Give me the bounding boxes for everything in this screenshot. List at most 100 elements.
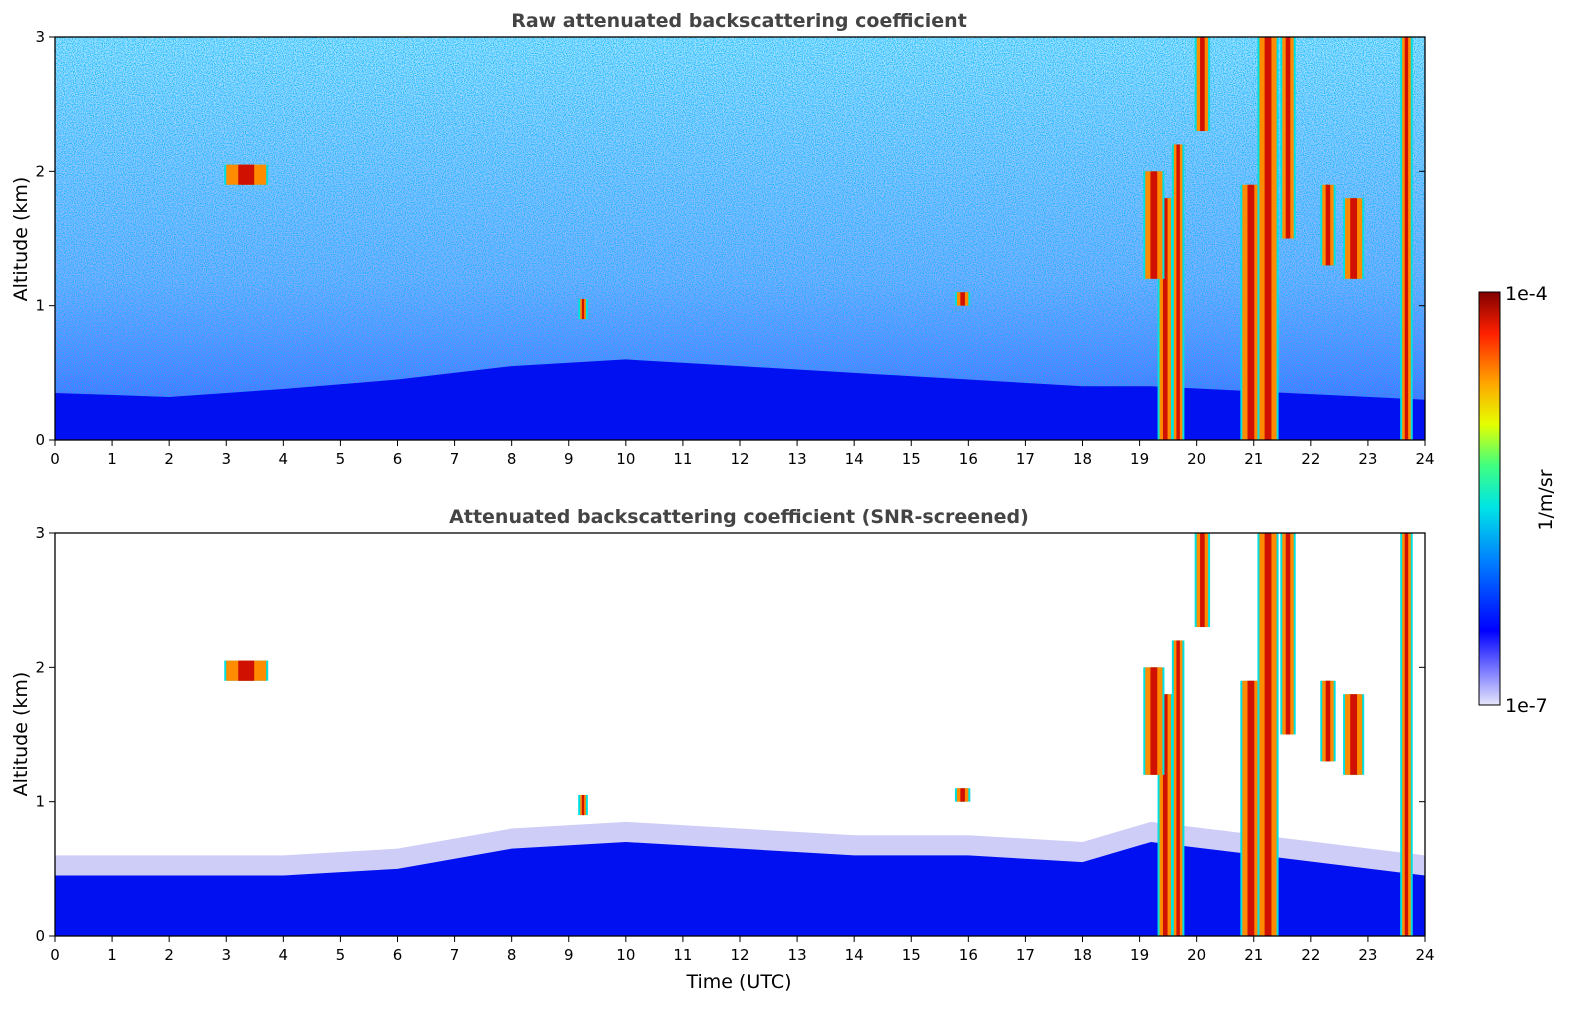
- x-tick-label: 17: [1016, 450, 1035, 468]
- x-tick-label: 18: [1073, 450, 1092, 468]
- x-tick-label: 8: [507, 946, 517, 964]
- x-tick-label: 11: [673, 946, 692, 964]
- x-tick-label: 22: [1301, 946, 1320, 964]
- feature-core: [1176, 144, 1180, 440]
- x-tick-label: 4: [279, 450, 289, 468]
- panel-raw: Raw attenuated backscattering coefficien…: [10, 10, 1435, 468]
- x-tick-label: 21: [1244, 450, 1263, 468]
- x-tick-label: 16: [959, 946, 978, 964]
- x-tick-label: 15: [902, 946, 921, 964]
- x-tick-label: 5: [336, 450, 346, 468]
- x-tick-label: 9: [564, 946, 574, 964]
- x-tick-label: 12: [730, 450, 749, 468]
- x-tick-label: 10: [616, 946, 635, 964]
- feature-core: [1200, 533, 1205, 628]
- y-tick-label: 2: [35, 162, 45, 180]
- colorbar-unit-label: 1/m/sr: [1535, 469, 1557, 530]
- x-tick-label: 18: [1073, 946, 1092, 964]
- feature-core: [1200, 37, 1205, 132]
- heatmap-plot-area: 0 1 2 3 4 5 6 7 8 9 10 11 12 13 14 15 16 17 18 19 20 21 22 23 24…: [35, 524, 1434, 964]
- x-tick-label: 12: [730, 946, 749, 964]
- feature-core: [1247, 184, 1255, 440]
- x-tick-label: 10: [616, 450, 635, 468]
- y-tick-label: 1: [35, 793, 45, 811]
- x-tick-label: 24: [1415, 946, 1434, 964]
- x-tick-label: 1: [107, 450, 117, 468]
- x-tick-label: 14: [845, 946, 864, 964]
- feature-core: [1162, 694, 1168, 936]
- feature-core: [581, 298, 585, 320]
- x-tick-label: 23: [1358, 946, 1377, 964]
- x-tick-label: 21: [1244, 946, 1263, 964]
- feature-core: [1150, 667, 1158, 775]
- x-tick-label: 22: [1301, 450, 1320, 468]
- feature-core: [238, 164, 255, 185]
- colorbar-max-label: 1e-4: [1505, 283, 1548, 305]
- x-tick-label: 8: [507, 450, 517, 468]
- feature-core: [1285, 37, 1291, 239]
- x-tick-label: 3: [221, 946, 231, 964]
- x-tick-label: 2: [164, 946, 174, 964]
- y-tick-label: 1: [35, 297, 45, 315]
- y-tick-label: 3: [35, 28, 45, 46]
- colorbar-gradient: [1478, 291, 1501, 706]
- feature-core: [1247, 680, 1255, 936]
- feature-core: [1285, 533, 1291, 735]
- x-tick-label: 1: [107, 946, 117, 964]
- panel-title: Raw attenuated backscattering coefficien…: [511, 10, 967, 32]
- x-tick-label: 15: [902, 450, 921, 468]
- feature-core: [1176, 640, 1180, 936]
- x-tick-label: 13: [788, 450, 807, 468]
- feature-core: [960, 292, 965, 306]
- feature-core: [1264, 533, 1272, 936]
- feature-core: [1162, 198, 1168, 440]
- y-tick-label: 3: [35, 524, 45, 542]
- feature-core: [960, 788, 965, 802]
- x-axis-label: Time (UTC): [685, 971, 791, 993]
- y-axis-label: Altitude (km): [10, 672, 32, 797]
- colorbar: 1e-4 1e-7 1/m/sr: [1478, 283, 1557, 717]
- feature-core: [1264, 37, 1272, 440]
- x-tick-label: 23: [1358, 450, 1377, 468]
- x-tick-label: 17: [1016, 946, 1035, 964]
- feature-core: [1404, 533, 1409, 936]
- x-tick-label: 19: [1130, 450, 1149, 468]
- x-tick-label: 6: [393, 450, 403, 468]
- y-axis-label: Altitude (km): [10, 177, 32, 302]
- feature-core: [1350, 694, 1358, 775]
- x-tick-label: 13: [788, 946, 807, 964]
- x-tick-label: 0: [50, 450, 60, 468]
- panel-title: Attenuated backscattering coefficient (S…: [449, 506, 1029, 528]
- x-tick-label: 2: [164, 450, 174, 468]
- x-tick-label: 11: [673, 450, 692, 468]
- feature-core: [1325, 680, 1331, 762]
- y-tick-label: 0: [35, 927, 45, 945]
- heatmap-plot-area: 0 1 2 3 4 5 6 7 8 9 10 11 12 13 14 15 16 17 18 19 20 21 22 23 24…: [35, 28, 1434, 468]
- x-tick-label: 20: [1187, 946, 1206, 964]
- x-tick-label: 6: [393, 946, 403, 964]
- x-tick-label: 0: [50, 946, 60, 964]
- x-tick-label: 19: [1130, 946, 1149, 964]
- feature-core: [1404, 37, 1409, 440]
- y-tick-label: 0: [35, 431, 45, 449]
- x-tick-label: 16: [959, 450, 978, 468]
- y-tick-label: 2: [35, 658, 45, 676]
- feature-core: [1150, 171, 1158, 279]
- x-tick-label: 7: [450, 450, 460, 468]
- x-tick-label: 7: [450, 946, 460, 964]
- x-tick-label: 14: [845, 450, 864, 468]
- x-tick-label: 3: [221, 450, 231, 468]
- feature-core: [1350, 198, 1358, 279]
- x-tick-label: 20: [1187, 450, 1206, 468]
- x-tick-label: 5: [336, 946, 346, 964]
- colorbar-min-label: 1e-7: [1505, 695, 1548, 717]
- feature-core: [1325, 184, 1331, 266]
- boundary-layer: [55, 359, 1425, 440]
- x-tick-label: 4: [279, 946, 289, 964]
- boundary-layer: [55, 841, 1425, 936]
- x-tick-label: 9: [564, 450, 574, 468]
- feature-core: [581, 794, 585, 816]
- feature-core: [238, 660, 255, 681]
- x-tick-label: 24: [1415, 450, 1434, 468]
